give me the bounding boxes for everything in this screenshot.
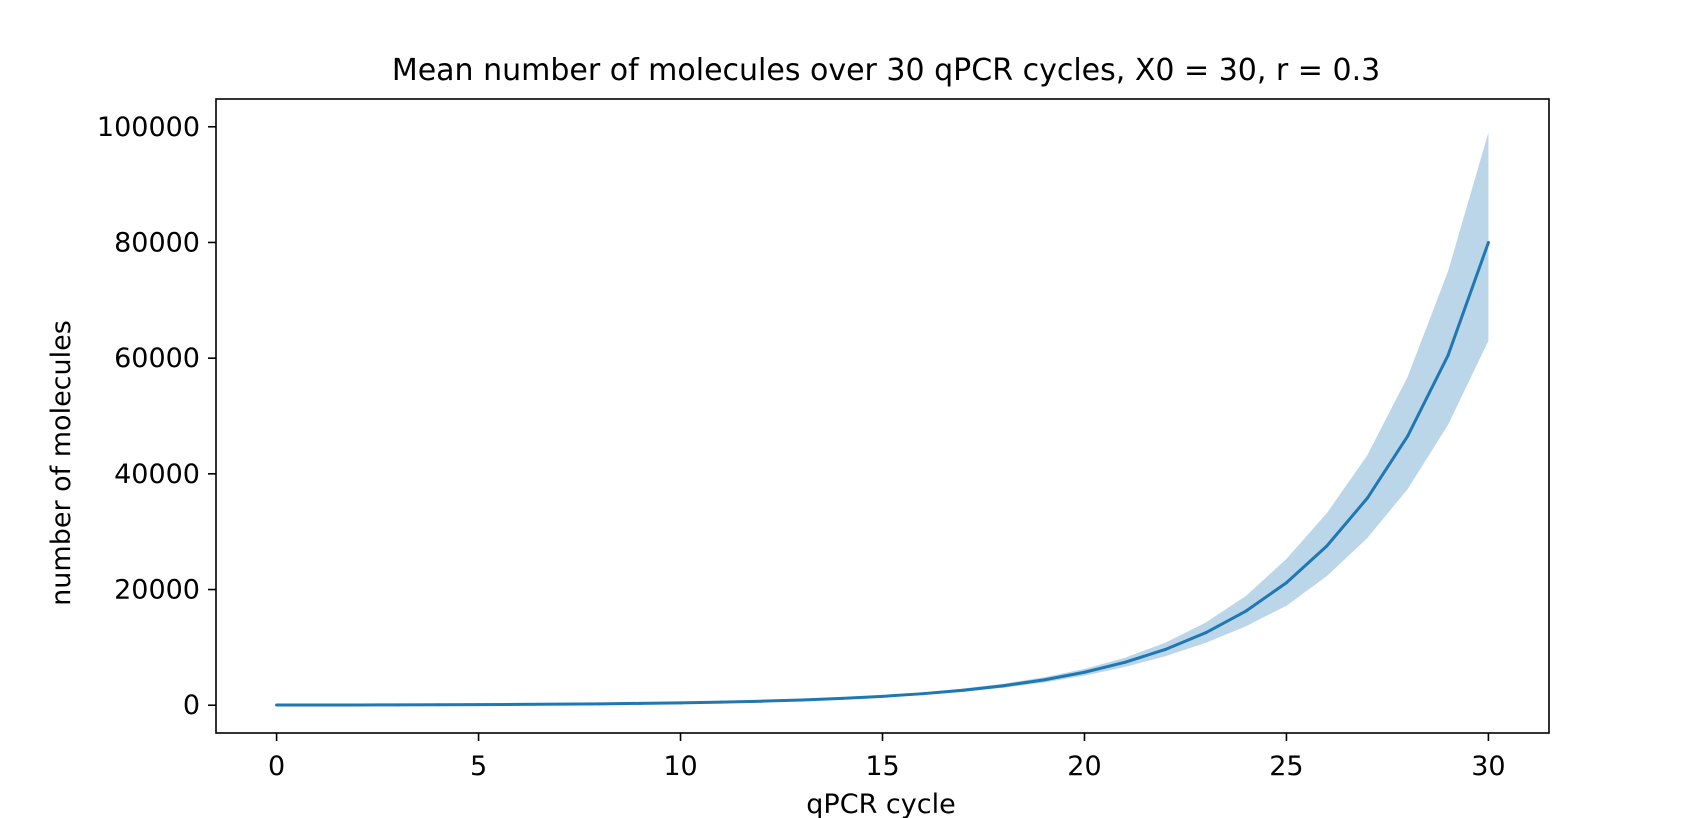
x-tick-label: 25	[1269, 751, 1303, 782]
mean-point	[1284, 581, 1288, 585]
mean-point	[355, 703, 359, 707]
x-tick-label: 10	[663, 751, 697, 782]
mean-point	[598, 702, 602, 706]
mean-point	[881, 694, 884, 698]
mean-point	[517, 702, 521, 706]
mean-point	[921, 692, 925, 696]
y-tick-label: 80000	[114, 227, 200, 258]
mean-point	[477, 703, 481, 707]
mean-point	[1244, 609, 1248, 613]
mean-point	[638, 701, 642, 705]
mean-point	[719, 700, 723, 704]
mean-point	[1123, 660, 1127, 664]
mean-point	[1002, 684, 1006, 688]
y-axis-label: number of molecules	[46, 320, 77, 606]
axes: 0 5 10 15 20 25 30 0 20000 40000 60000 80000 100000	[97, 98, 1550, 782]
mean-point	[1204, 631, 1208, 635]
mean-point	[1365, 496, 1369, 500]
y-tick-label: 40000	[114, 459, 200, 490]
x-tick-label: 0	[268, 751, 285, 782]
mean-point	[1082, 670, 1086, 674]
mean-point	[315, 703, 319, 707]
x-tick-label: 5	[470, 751, 487, 782]
mean-point	[1325, 544, 1329, 548]
x-tick-label: 15	[865, 751, 899, 782]
chart-title: Mean number of molecules over 30 qPCR cy…	[392, 53, 1380, 88]
mean-point	[759, 699, 763, 703]
y-tick-label: 60000	[114, 343, 200, 374]
mean-point	[557, 702, 561, 706]
mean-point	[961, 688, 965, 692]
x-tick-label: 20	[1067, 751, 1101, 782]
mean-point	[275, 703, 279, 707]
y-tick-label: 100000	[97, 112, 200, 143]
mean-point	[800, 698, 804, 702]
mean-point	[1486, 240, 1490, 244]
x-tick-label: 30	[1471, 751, 1505, 782]
mean-point	[1163, 647, 1167, 651]
y-tick-label: 20000	[114, 575, 200, 606]
y-tick-label: 0	[183, 690, 200, 721]
mean-point	[1406, 434, 1410, 438]
mean-point	[396, 703, 400, 707]
mean-point	[436, 703, 440, 707]
mean-point	[1042, 678, 1046, 682]
mean-point	[679, 701, 683, 705]
plot-area	[275, 132, 1490, 707]
mean-point	[840, 696, 844, 700]
mean-point	[1446, 353, 1450, 357]
x-axis-label: qPCR cycle	[806, 789, 955, 818]
